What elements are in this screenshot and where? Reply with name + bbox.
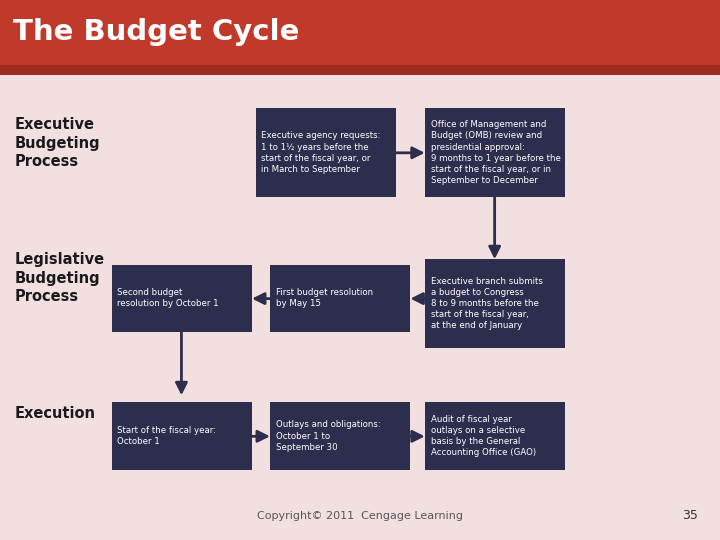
- Text: Start of the fiscal year:
October 1: Start of the fiscal year: October 1: [117, 426, 217, 446]
- Text: Copyright© 2011  Cengage Learning: Copyright© 2011 Cengage Learning: [257, 511, 463, 521]
- Bar: [270, 265, 410, 332]
- Text: Audit of fiscal year
outlays on a selective
basis by the General
Accounting Offi: Audit of fiscal year outlays on a select…: [431, 415, 536, 457]
- Text: Executive branch submits
a budget to Congress
8 to 9 months before the
start of : Executive branch submits a budget to Con…: [431, 277, 542, 330]
- Bar: [270, 402, 410, 470]
- Bar: [425, 402, 565, 470]
- Text: The Budget Cycle: The Budget Cycle: [13, 18, 300, 46]
- Text: Outlays and obligations:
October 1 to
September 30: Outlays and obligations: October 1 to Se…: [276, 421, 380, 451]
- Text: First budget resolution
by May 15: First budget resolution by May 15: [276, 288, 373, 308]
- Text: Executive agency requests:
1 to 1½ years before the
start of the fiscal year, or: Executive agency requests: 1 to 1½ years…: [261, 131, 381, 174]
- Bar: [0, 65, 720, 75]
- Bar: [0, 0, 720, 65]
- Text: Execution: Execution: [14, 406, 95, 421]
- Bar: [112, 402, 252, 470]
- Text: 35: 35: [683, 509, 698, 522]
- Bar: [112, 265, 252, 332]
- Text: Legislative
Budgeting
Process: Legislative Budgeting Process: [14, 252, 104, 304]
- Text: Second budget
resolution by October 1: Second budget resolution by October 1: [117, 288, 219, 308]
- Text: Executive
Budgeting
Process: Executive Budgeting Process: [14, 117, 100, 169]
- Text: Office of Management and
Budget (OMB) review and
presidential approval:
9 months: Office of Management and Budget (OMB) re…: [431, 120, 560, 185]
- Bar: [425, 108, 565, 197]
- Bar: [425, 259, 565, 348]
- Bar: [256, 108, 396, 197]
